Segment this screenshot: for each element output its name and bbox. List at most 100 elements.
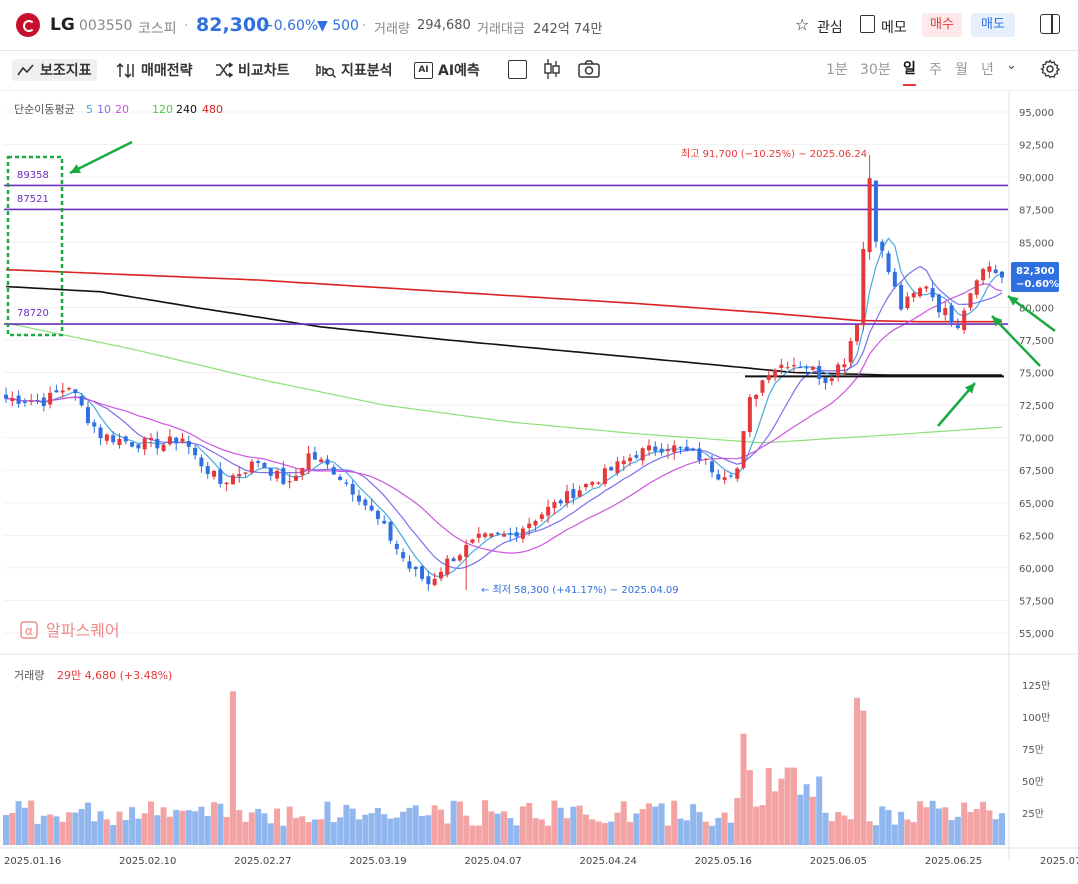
date-tick-label: 2025.06.05: [810, 856, 867, 867]
volume-bar: [986, 810, 993, 845]
price-axis: 95,00092,50090,00087,50085,00082,50080,0…: [1019, 108, 1054, 640]
chevron-down-icon[interactable]: ⌄: [1006, 58, 1017, 73]
ma-legend-20: 20: [115, 103, 129, 116]
star-icon[interactable]: ☆: [795, 15, 810, 34]
volume-bar: [551, 800, 558, 845]
square-draw-icon[interactable]: [508, 60, 527, 79]
candle-body: [779, 364, 784, 368]
period-week[interactable]: 주: [929, 62, 942, 78]
period-30min[interactable]: 30분: [860, 62, 891, 78]
price-tick-label: 80,000: [1019, 303, 1054, 314]
price-tick-label: 92,500: [1019, 141, 1054, 152]
candle-body: [785, 367, 790, 369]
volume-bar: [387, 818, 394, 845]
dashed-highlight-box: [6, 155, 64, 337]
candle-body: [936, 294, 941, 313]
green-arrowhead-icon: [70, 164, 81, 173]
volume-bar: [589, 819, 596, 845]
analysis-button[interactable]: 지표분석: [314, 59, 393, 81]
volume-axis: 125만 100만 75만 50만 25만: [1022, 680, 1050, 820]
volume-bar: [15, 801, 22, 845]
period-day[interactable]: 일: [903, 58, 916, 86]
camera-icon[interactable]: [578, 59, 600, 79]
candle-body: [609, 467, 614, 471]
candle-body: [993, 269, 998, 273]
volume-bar: [311, 819, 318, 845]
candle-body: [646, 445, 651, 451]
volume-bar: [494, 813, 501, 845]
candle-body: [268, 468, 273, 476]
volume-bar: [412, 805, 419, 845]
volume-bar: [34, 823, 41, 845]
stock-header: LG 003550 코스피 · 82,300 −0.60% ▼ 500 · 거래…: [0, 0, 1078, 51]
date-tick-label: 2025.01.16: [4, 856, 61, 867]
candle-body: [54, 390, 59, 393]
ma10-line: [5, 265, 1003, 570]
memo-button[interactable]: 메모: [881, 20, 907, 36]
volume-bar: [185, 810, 192, 845]
volume-bar: [21, 807, 28, 845]
candle-body: [861, 249, 866, 326]
candle-body: [848, 341, 853, 363]
volume-bar: [400, 811, 407, 845]
period-1min[interactable]: 1분: [826, 62, 848, 78]
candle-body: [85, 407, 90, 424]
volume-bar: [803, 784, 810, 845]
price-chart[interactable]: 95,00092,50090,00087,50085,00082,50080,0…: [0, 91, 1078, 884]
volume-bar: [507, 818, 514, 845]
volume-bar: [866, 821, 873, 845]
candle-body: [394, 543, 399, 550]
indicators-label: 보조지표: [40, 63, 92, 79]
candle-body: [420, 566, 425, 579]
volume-bar: [330, 822, 337, 845]
indicators-button[interactable]: 보조지표: [12, 59, 97, 81]
candle-body: [369, 505, 374, 511]
buy-button[interactable]: 매수: [922, 13, 962, 37]
candle-type-icon[interactable]: [543, 58, 561, 80]
volume-bar: [942, 807, 949, 845]
volume-bar: [664, 825, 671, 845]
date-tick-label: 2025.07.14: [1040, 856, 1078, 867]
volume-bar: [419, 815, 426, 845]
volume-bar: [299, 816, 306, 845]
volume-bar: [154, 815, 161, 845]
volume-bar: [236, 810, 243, 845]
volume-bar: [255, 808, 262, 845]
candle-body: [987, 266, 992, 272]
svg-text:82,300: 82,300: [1016, 266, 1055, 277]
chart-grid: [0, 91, 1078, 861]
volume-panel-label: 거래량: [14, 669, 44, 682]
settings-gear-icon[interactable]: [1040, 59, 1060, 79]
compare-button[interactable]: 비교차트: [215, 59, 290, 81]
date-tick-label: 2025.05.16: [695, 856, 752, 867]
period-month[interactable]: 월: [955, 62, 968, 78]
candle-body: [678, 446, 683, 448]
volume-bar: [999, 813, 1005, 845]
volume-bars: [3, 691, 1005, 845]
strategy-button[interactable]: 매매전략: [116, 59, 193, 81]
volume-bar: [66, 812, 73, 845]
panel-toggle-icon[interactable]: [1040, 14, 1060, 34]
ai-predict-button[interactable]: AI AI예측: [414, 59, 480, 81]
memo-icon[interactable]: [860, 15, 875, 33]
candle-body: [565, 491, 570, 504]
candle-body: [621, 460, 626, 465]
price-tick-label: 95,000: [1019, 108, 1054, 119]
price-tick-label: 77,500: [1019, 336, 1054, 347]
period-year[interactable]: 년: [981, 62, 994, 78]
horizontal-level-lines: [4, 184, 1008, 378]
candlesticks: [4, 154, 1004, 591]
candle-body: [432, 578, 437, 585]
volume-bar: [248, 812, 255, 845]
volume-bar: [3, 815, 9, 845]
candle-body: [653, 446, 658, 452]
sell-button[interactable]: 매도: [971, 13, 1015, 37]
volume-bar: [374, 808, 381, 845]
watch-button[interactable]: 관심: [817, 20, 843, 36]
strategy-label: 매매전략: [141, 63, 193, 79]
volume-bar: [456, 801, 463, 845]
volume-bar: [223, 816, 230, 845]
candle-body: [275, 470, 280, 479]
volume-bar: [450, 800, 457, 845]
volume-bar: [59, 821, 66, 845]
